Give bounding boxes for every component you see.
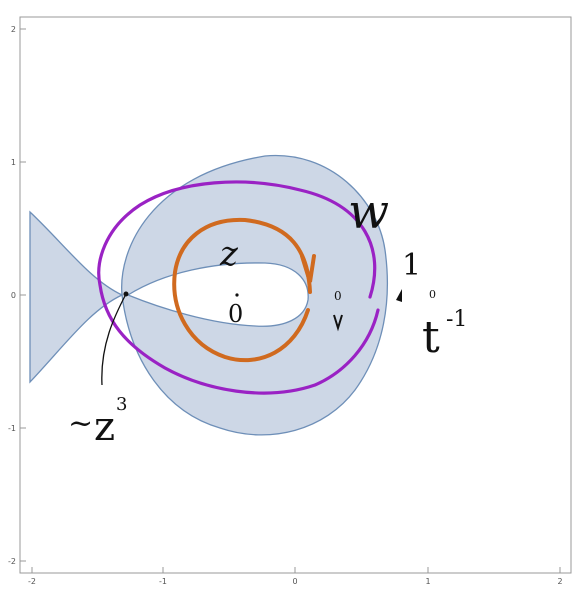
y-tick-label: 0	[11, 291, 16, 300]
y-tick-label: -1	[8, 424, 16, 433]
zcubed-prefix: ~	[68, 406, 93, 441]
w-curve	[97, 180, 380, 395]
x-tick-label: -1	[159, 577, 167, 586]
y-tick-label: 1	[11, 158, 16, 167]
small-v-mark	[333, 314, 343, 332]
zcubed-base: z	[94, 404, 115, 450]
left-cusp-region	[29, 210, 124, 384]
x-tick-label: 0	[292, 577, 297, 586]
origin-marker	[235, 293, 239, 297]
x-tick-label: 2	[557, 577, 562, 586]
z-curve	[172, 217, 312, 363]
t-inverse-exponent: -1	[446, 307, 467, 332]
z-label: z	[219, 234, 239, 274]
origin-label: 0	[228, 300, 243, 328]
y-axis-ticks	[20, 28, 26, 562]
w-label: w	[348, 184, 389, 240]
x-tick-label: 1	[425, 577, 430, 586]
cusp-pointer	[101, 293, 127, 386]
t-inverse-base: t	[422, 312, 440, 363]
x-axis-ticks	[31, 567, 561, 573]
t-inverse-dot: 0	[429, 288, 436, 301]
one-label: 1	[402, 248, 421, 283]
y-tick-label: -2	[8, 557, 16, 566]
x-tick-label: -2	[28, 577, 36, 586]
zcubed-exponent: 3	[116, 394, 127, 415]
shaded-region	[121, 154, 389, 436]
one-marker	[396, 289, 402, 302]
z-curve-arrow	[300, 254, 316, 283]
point-zero-small: 0	[334, 289, 342, 303]
y-tick-label: 2	[11, 25, 16, 34]
